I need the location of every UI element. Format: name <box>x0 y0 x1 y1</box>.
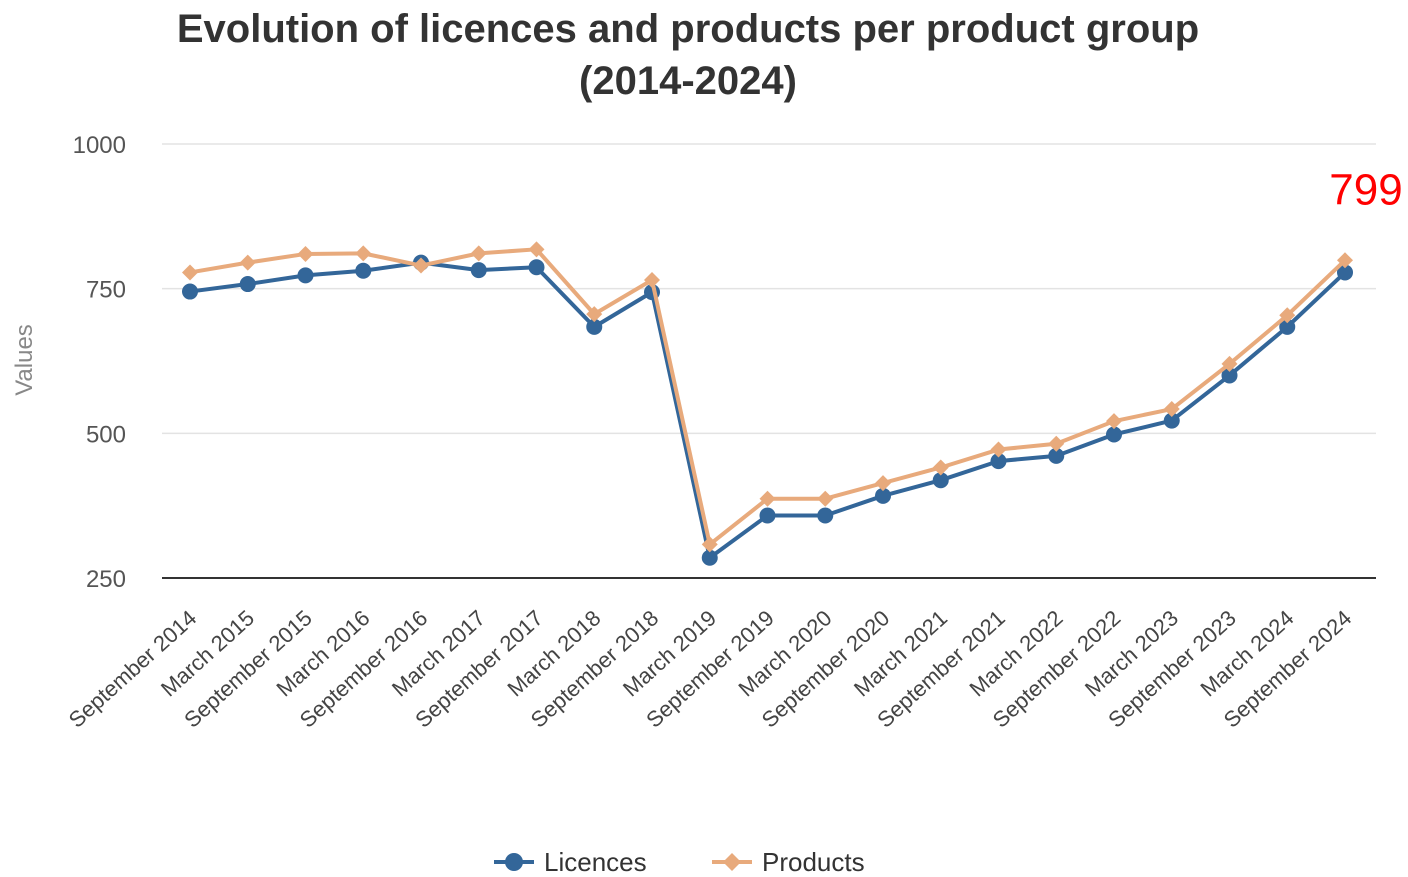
data-point[interactable] <box>1106 413 1122 430</box>
data-point[interactable] <box>297 245 314 262</box>
data-point[interactable] <box>875 475 891 492</box>
data-point[interactable] <box>1279 307 1296 324</box>
data-point[interactable] <box>875 487 891 504</box>
data-point[interactable] <box>759 507 776 524</box>
data-point[interactable] <box>1337 252 1353 269</box>
legend-label: Products <box>762 847 865 877</box>
data-point[interactable] <box>586 318 603 335</box>
data-point[interactable] <box>990 441 1007 458</box>
y-tick-label: 750 <box>86 277 126 304</box>
data-point[interactable] <box>182 264 198 281</box>
data-point[interactable] <box>1221 367 1238 384</box>
legend-marker <box>505 853 523 871</box>
legend-item-products[interactable]: Products <box>712 847 865 877</box>
data-point[interactable] <box>586 306 603 323</box>
y-tick-label: 500 <box>86 421 126 448</box>
data-point[interactable] <box>759 490 776 507</box>
grid-lines <box>162 143 1376 579</box>
data-point[interactable] <box>1048 435 1065 452</box>
data-point[interactable] <box>644 271 660 288</box>
y-tick-label: 250 <box>86 566 126 593</box>
data-point[interactable] <box>413 257 429 274</box>
chart-title-line-2: (2014-2024) <box>579 59 797 103</box>
legend[interactable]: Licences Products <box>494 847 865 877</box>
data-point[interactable] <box>239 254 256 271</box>
legend-label: Licences <box>544 847 647 877</box>
data-point[interactable] <box>239 276 256 293</box>
y-tick-label: 1000 <box>73 132 126 159</box>
data-point[interactable] <box>182 283 198 300</box>
data-point[interactable] <box>470 262 487 279</box>
data-point[interactable] <box>470 245 487 262</box>
legend-marker <box>723 853 741 871</box>
data-point[interactable] <box>1106 426 1122 443</box>
y-axis-label: Values <box>11 324 38 396</box>
series-layer <box>182 241 1353 566</box>
data-point[interactable] <box>701 549 718 566</box>
data-point[interactable] <box>701 536 718 553</box>
data-point[interactable] <box>1048 447 1065 464</box>
annotation-layer: 799 <box>1329 165 1402 214</box>
data-point[interactable] <box>817 507 834 524</box>
data-point[interactable] <box>817 490 834 507</box>
data-point[interactable] <box>990 453 1007 470</box>
last-value-annotation: 799 <box>1329 165 1402 214</box>
data-point[interactable] <box>1163 401 1180 418</box>
series-products <box>182 241 1353 553</box>
legend-item-licences[interactable]: Licences <box>494 847 647 877</box>
data-point[interactable] <box>1221 355 1238 372</box>
series-licences <box>182 254 1353 566</box>
chart-title-line-1: Evolution of licences and products per p… <box>177 7 1199 51</box>
data-point[interactable] <box>355 245 372 262</box>
data-point[interactable] <box>932 459 949 476</box>
data-point[interactable] <box>528 259 545 276</box>
data-point[interactable] <box>297 267 314 284</box>
data-point[interactable] <box>1163 412 1180 429</box>
data-point[interactable] <box>1337 264 1353 281</box>
data-point[interactable] <box>528 241 545 258</box>
data-point[interactable] <box>355 262 372 279</box>
data-point[interactable] <box>932 472 949 489</box>
data-point[interactable] <box>1279 318 1296 335</box>
y-axis-ticks: 250 500 750 1000 <box>73 132 126 593</box>
